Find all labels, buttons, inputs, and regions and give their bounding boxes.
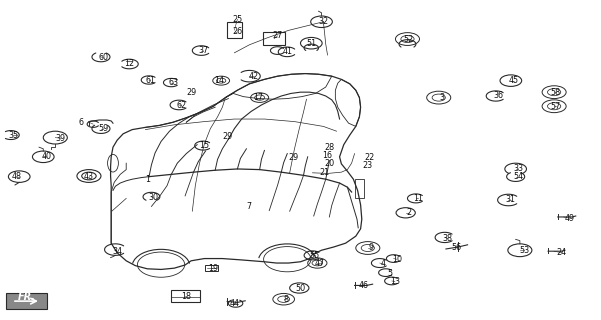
Text: 8: 8 [284,295,288,304]
Bar [227,22,242,38]
Text: 5: 5 [387,269,392,278]
Text: FR.: FR. [18,292,36,302]
Text: 47: 47 [315,259,325,268]
Text: 49: 49 [565,214,575,223]
Text: 51: 51 [307,39,316,48]
FancyBboxPatch shape [6,293,47,309]
Text: 54: 54 [513,172,523,181]
Text: 42: 42 [249,72,258,81]
Text: 45: 45 [509,76,519,85]
Text: 2: 2 [406,208,411,217]
Text: 11: 11 [413,194,423,203]
Text: 35: 35 [8,132,18,140]
Text: 15: 15 [200,141,209,150]
Text: 63: 63 [168,78,178,87]
Text: 44: 44 [230,299,239,308]
Text: 39: 39 [55,134,65,143]
Text: 56: 56 [452,243,462,252]
Text: 40: 40 [42,152,52,161]
Bar [205,265,218,271]
Text: 57: 57 [551,102,561,111]
Text: 27: 27 [272,31,283,40]
Text: 37: 37 [198,46,208,55]
Text: 18: 18 [182,292,191,301]
Bar [171,290,200,302]
Text: 36: 36 [494,92,504,100]
Text: 59: 59 [98,124,109,133]
Text: 21: 21 [320,168,329,177]
Text: 55: 55 [310,251,320,260]
Text: 43: 43 [84,172,94,181]
Text: 29: 29 [186,88,197,97]
Text: 13: 13 [390,277,400,286]
Text: 58: 58 [551,88,561,97]
Text: 16: 16 [323,151,332,160]
Text: 19: 19 [209,264,218,273]
Text: 29: 29 [288,153,299,162]
Text: 48: 48 [12,172,22,181]
Text: 62: 62 [177,101,186,110]
Text: 38: 38 [443,234,453,243]
Text: 1: 1 [145,175,150,184]
Text: 7: 7 [247,202,252,211]
Text: 14: 14 [215,76,224,85]
Text: 17: 17 [254,93,263,102]
Text: 10: 10 [392,255,401,264]
Text: 4: 4 [381,260,386,268]
Text: 60: 60 [99,53,108,62]
Text: 20: 20 [325,159,334,168]
Text: 29: 29 [222,132,233,141]
Text: 32: 32 [319,17,328,26]
Text: 61: 61 [145,76,155,85]
Text: 53: 53 [519,246,529,255]
Text: 46: 46 [359,281,368,290]
Text: 23: 23 [363,161,373,170]
Text: 52: 52 [403,35,414,44]
Text: 12: 12 [124,60,134,68]
Text: 9: 9 [369,244,374,252]
Text: 28: 28 [325,143,334,152]
Text: 33: 33 [513,164,523,173]
Text: 26: 26 [233,28,242,36]
Text: 41: 41 [282,47,292,56]
Text: 22: 22 [364,153,375,162]
Text: 25: 25 [232,15,243,24]
Text: 3: 3 [439,93,444,102]
Text: 6: 6 [79,118,84,127]
Text: 31: 31 [506,196,516,204]
Text: 50: 50 [296,284,305,293]
Text: 30: 30 [148,193,158,202]
Text: 24: 24 [557,248,567,257]
Bar [355,179,364,198]
Text: 34: 34 [112,247,122,256]
